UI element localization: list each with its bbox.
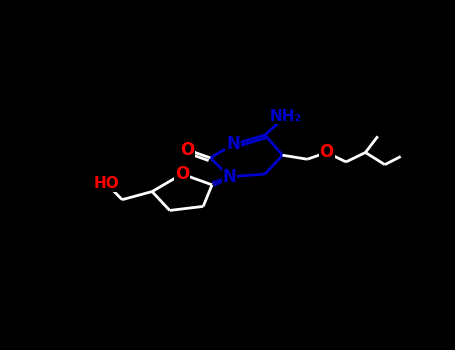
Text: NH₂: NH₂ <box>270 108 302 124</box>
Text: HO: HO <box>93 176 119 191</box>
Text: N: N <box>223 168 237 186</box>
Text: N: N <box>226 135 240 153</box>
Text: O: O <box>175 165 189 183</box>
Text: O: O <box>319 144 334 161</box>
Text: O: O <box>180 141 194 159</box>
